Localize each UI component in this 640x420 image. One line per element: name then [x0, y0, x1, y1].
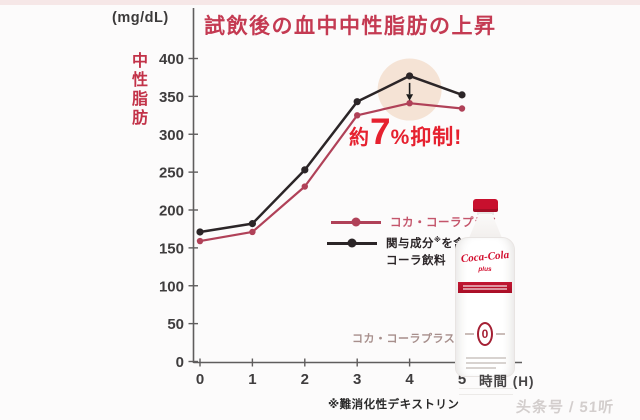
y-axis-unit-label: (mg/dL)	[112, 10, 169, 26]
annotation-prefix: 約	[349, 127, 370, 149]
x-tick-label: 1	[248, 371, 256, 388]
data-point-control-2	[301, 166, 309, 174]
zero-sugar-emblem: 0	[477, 322, 493, 346]
x-tick-label: 2	[301, 371, 309, 388]
series-line-control	[199, 74, 463, 234]
bottle-ridge	[459, 394, 513, 395]
y-tick-label: 350	[159, 89, 184, 106]
x-tick-label: 5	[458, 371, 466, 388]
bottle-fineprint	[466, 357, 506, 359]
series-line-coca-cola-plus	[199, 102, 463, 243]
annotation-suffix: %抑制!	[390, 126, 463, 149]
bottle-neck	[469, 214, 502, 238]
legend-dot-control	[347, 238, 357, 248]
bottle-fineprint	[466, 362, 506, 364]
bottle-fineprint	[466, 367, 496, 369]
y-tick-label: 150	[159, 240, 184, 257]
bottle-caption: コカ・コーラプラス	[352, 333, 456, 345]
coca-cola-plus-label: plus	[478, 266, 492, 273]
x-tick-label: 4	[405, 371, 414, 388]
bottle-body: Coca-Cola plus 0	[455, 237, 515, 395]
watermark: 头条号 / 51听	[515, 399, 615, 416]
x-tick-label: 0	[196, 371, 204, 388]
y-tick-label: 250	[159, 165, 184, 182]
y-tick-label: 400	[159, 51, 184, 68]
y-tick-label: 300	[159, 127, 184, 144]
x-tick-label: 3	[353, 371, 361, 388]
data-point-plus-1	[249, 228, 256, 236]
data-point-control-5	[458, 91, 466, 99]
data-point-control-1	[248, 220, 256, 228]
bottle-red-band	[458, 282, 512, 293]
legend-item-coca-cola-plus: コカ・コーラプラス	[331, 214, 498, 230]
y-tick-label: 100	[159, 278, 184, 295]
bottle-collar	[477, 212, 494, 215]
y-tick-label: 0	[176, 354, 184, 371]
coca-cola-plus-bottle: Coca-Cola plus 0	[455, 199, 515, 395]
chart-title: 試飲後の血中中性脂肪の上昇	[204, 15, 497, 38]
bottle-cap	[473, 199, 498, 212]
emblem-wing-left	[465, 333, 474, 335]
data-point-plus-2	[301, 183, 308, 190]
legend-label-control-line2: コーラ飲料	[386, 255, 446, 267]
legend-swatch-control	[327, 238, 377, 248]
footnote-marker: ※	[434, 237, 442, 245]
bottle-ridge	[459, 388, 513, 389]
data-point-plus-0	[196, 237, 204, 245]
top-strip	[0, 0, 640, 5]
legend-swatch-plus	[331, 217, 381, 227]
x-axis-title: 時間 (H)	[479, 374, 535, 389]
suppression-annotation: 約 7 %抑制!	[349, 111, 462, 153]
chart-footnote: ※難消化性デキストリン	[328, 399, 460, 411]
data-point-plus-3	[354, 112, 361, 119]
y-tick-label: 50	[167, 316, 184, 333]
legend-dot-plus	[351, 217, 361, 227]
y-axis-title: 中性脂肪	[129, 52, 146, 128]
annotation-number: 7	[370, 111, 391, 152]
y-tick-label: 200	[159, 203, 184, 220]
data-point-control-0	[196, 228, 204, 236]
data-point-control-4	[406, 72, 414, 80]
suppression-arrowhead	[406, 94, 414, 101]
data-point-control-3	[353, 98, 361, 106]
emblem-wing-right	[496, 333, 505, 335]
coca-cola-logo: Coca-Cola	[460, 248, 510, 266]
legend-label-plus: コカ・コーラプラス	[390, 217, 498, 229]
data-point-plus-4	[406, 99, 413, 107]
data-point-plus-5	[458, 105, 466, 112]
